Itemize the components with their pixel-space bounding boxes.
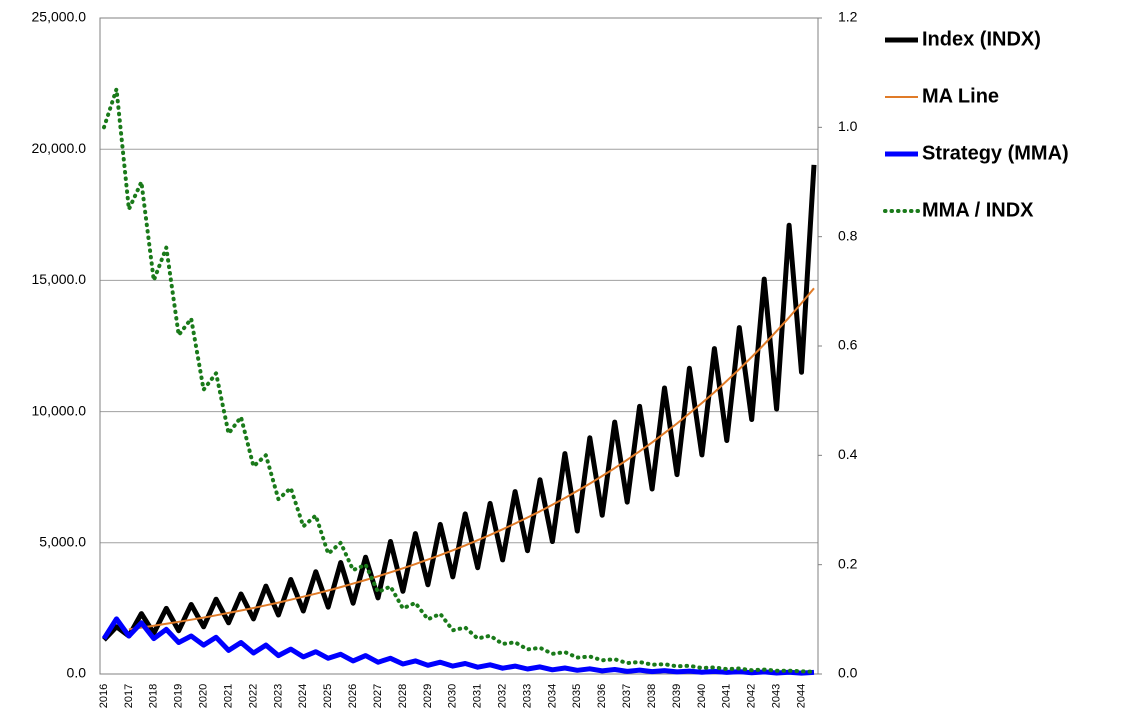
x-tick-label: 2041 [721, 684, 733, 708]
y2-tick-label: 0.0 [838, 665, 858, 681]
x-tick-label: 2022 [247, 684, 259, 708]
plot-border [99, 17, 819, 675]
series-line [102, 164, 817, 642]
x-tick-label: 2038 [646, 684, 658, 708]
y2-tick-label: 0.6 [838, 337, 858, 353]
x-tick-label: 2026 [347, 684, 359, 708]
x-tick-label: 2024 [297, 684, 309, 708]
legend-label: Index (INDX) [922, 28, 1041, 50]
x-tick-label: 2031 [472, 684, 484, 708]
x-tick-label: 2040 [696, 684, 708, 708]
x-tick-label: 2039 [671, 684, 683, 708]
y-tick-label: 5,000.0 [39, 534, 86, 550]
x-tick-label: 2027 [372, 684, 384, 708]
legend-label: MA Line [922, 85, 999, 107]
y-tick-label: 10,000.0 [32, 402, 87, 418]
y2-tick-label: 0.2 [838, 555, 858, 571]
x-tick-label: 2028 [397, 684, 409, 708]
series-line [102, 87, 816, 674]
x-tick-label: 2030 [447, 684, 459, 708]
y2-tick-label: 1.2 [838, 9, 858, 25]
y2-tick-label: 0.8 [838, 227, 858, 243]
x-tick-label: 2017 [123, 684, 135, 708]
x-tick-label: 2016 [98, 684, 110, 708]
x-tick-label: 2037 [621, 684, 633, 708]
legend-label: MMA / INDX [922, 199, 1034, 221]
y2-tick-label: 1.0 [838, 118, 858, 134]
y-tick-label: 25,000.0 [32, 9, 87, 25]
x-tick-label: 2035 [571, 684, 583, 708]
y-tick-label: 15,000.0 [32, 271, 87, 287]
x-tick-label: 2021 [222, 684, 234, 708]
legend-label: Strategy (MMA) [922, 142, 1069, 164]
y-tick-label: 0.0 [67, 665, 87, 681]
x-tick-label: 2042 [746, 684, 758, 708]
x-tick-label: 2025 [322, 684, 334, 708]
x-tick-label: 2034 [546, 684, 558, 708]
x-tick-label: 2043 [771, 684, 783, 708]
y-tick-label: 20,000.0 [32, 140, 87, 156]
x-tick-label: 2018 [148, 684, 160, 708]
x-tick-label: 2044 [795, 684, 807, 708]
x-tick-label: 2033 [521, 684, 533, 708]
x-tick-label: 2029 [422, 684, 434, 708]
x-tick-label: 2032 [497, 684, 509, 708]
series-line [101, 616, 815, 676]
y2-tick-label: 0.4 [838, 446, 858, 462]
x-tick-label: 2019 [173, 684, 185, 708]
x-tick-label: 2023 [272, 684, 284, 708]
series-line [128, 287, 815, 631]
x-tick-label: 2020 [198, 684, 210, 708]
x-tick-label: 2036 [596, 684, 608, 708]
